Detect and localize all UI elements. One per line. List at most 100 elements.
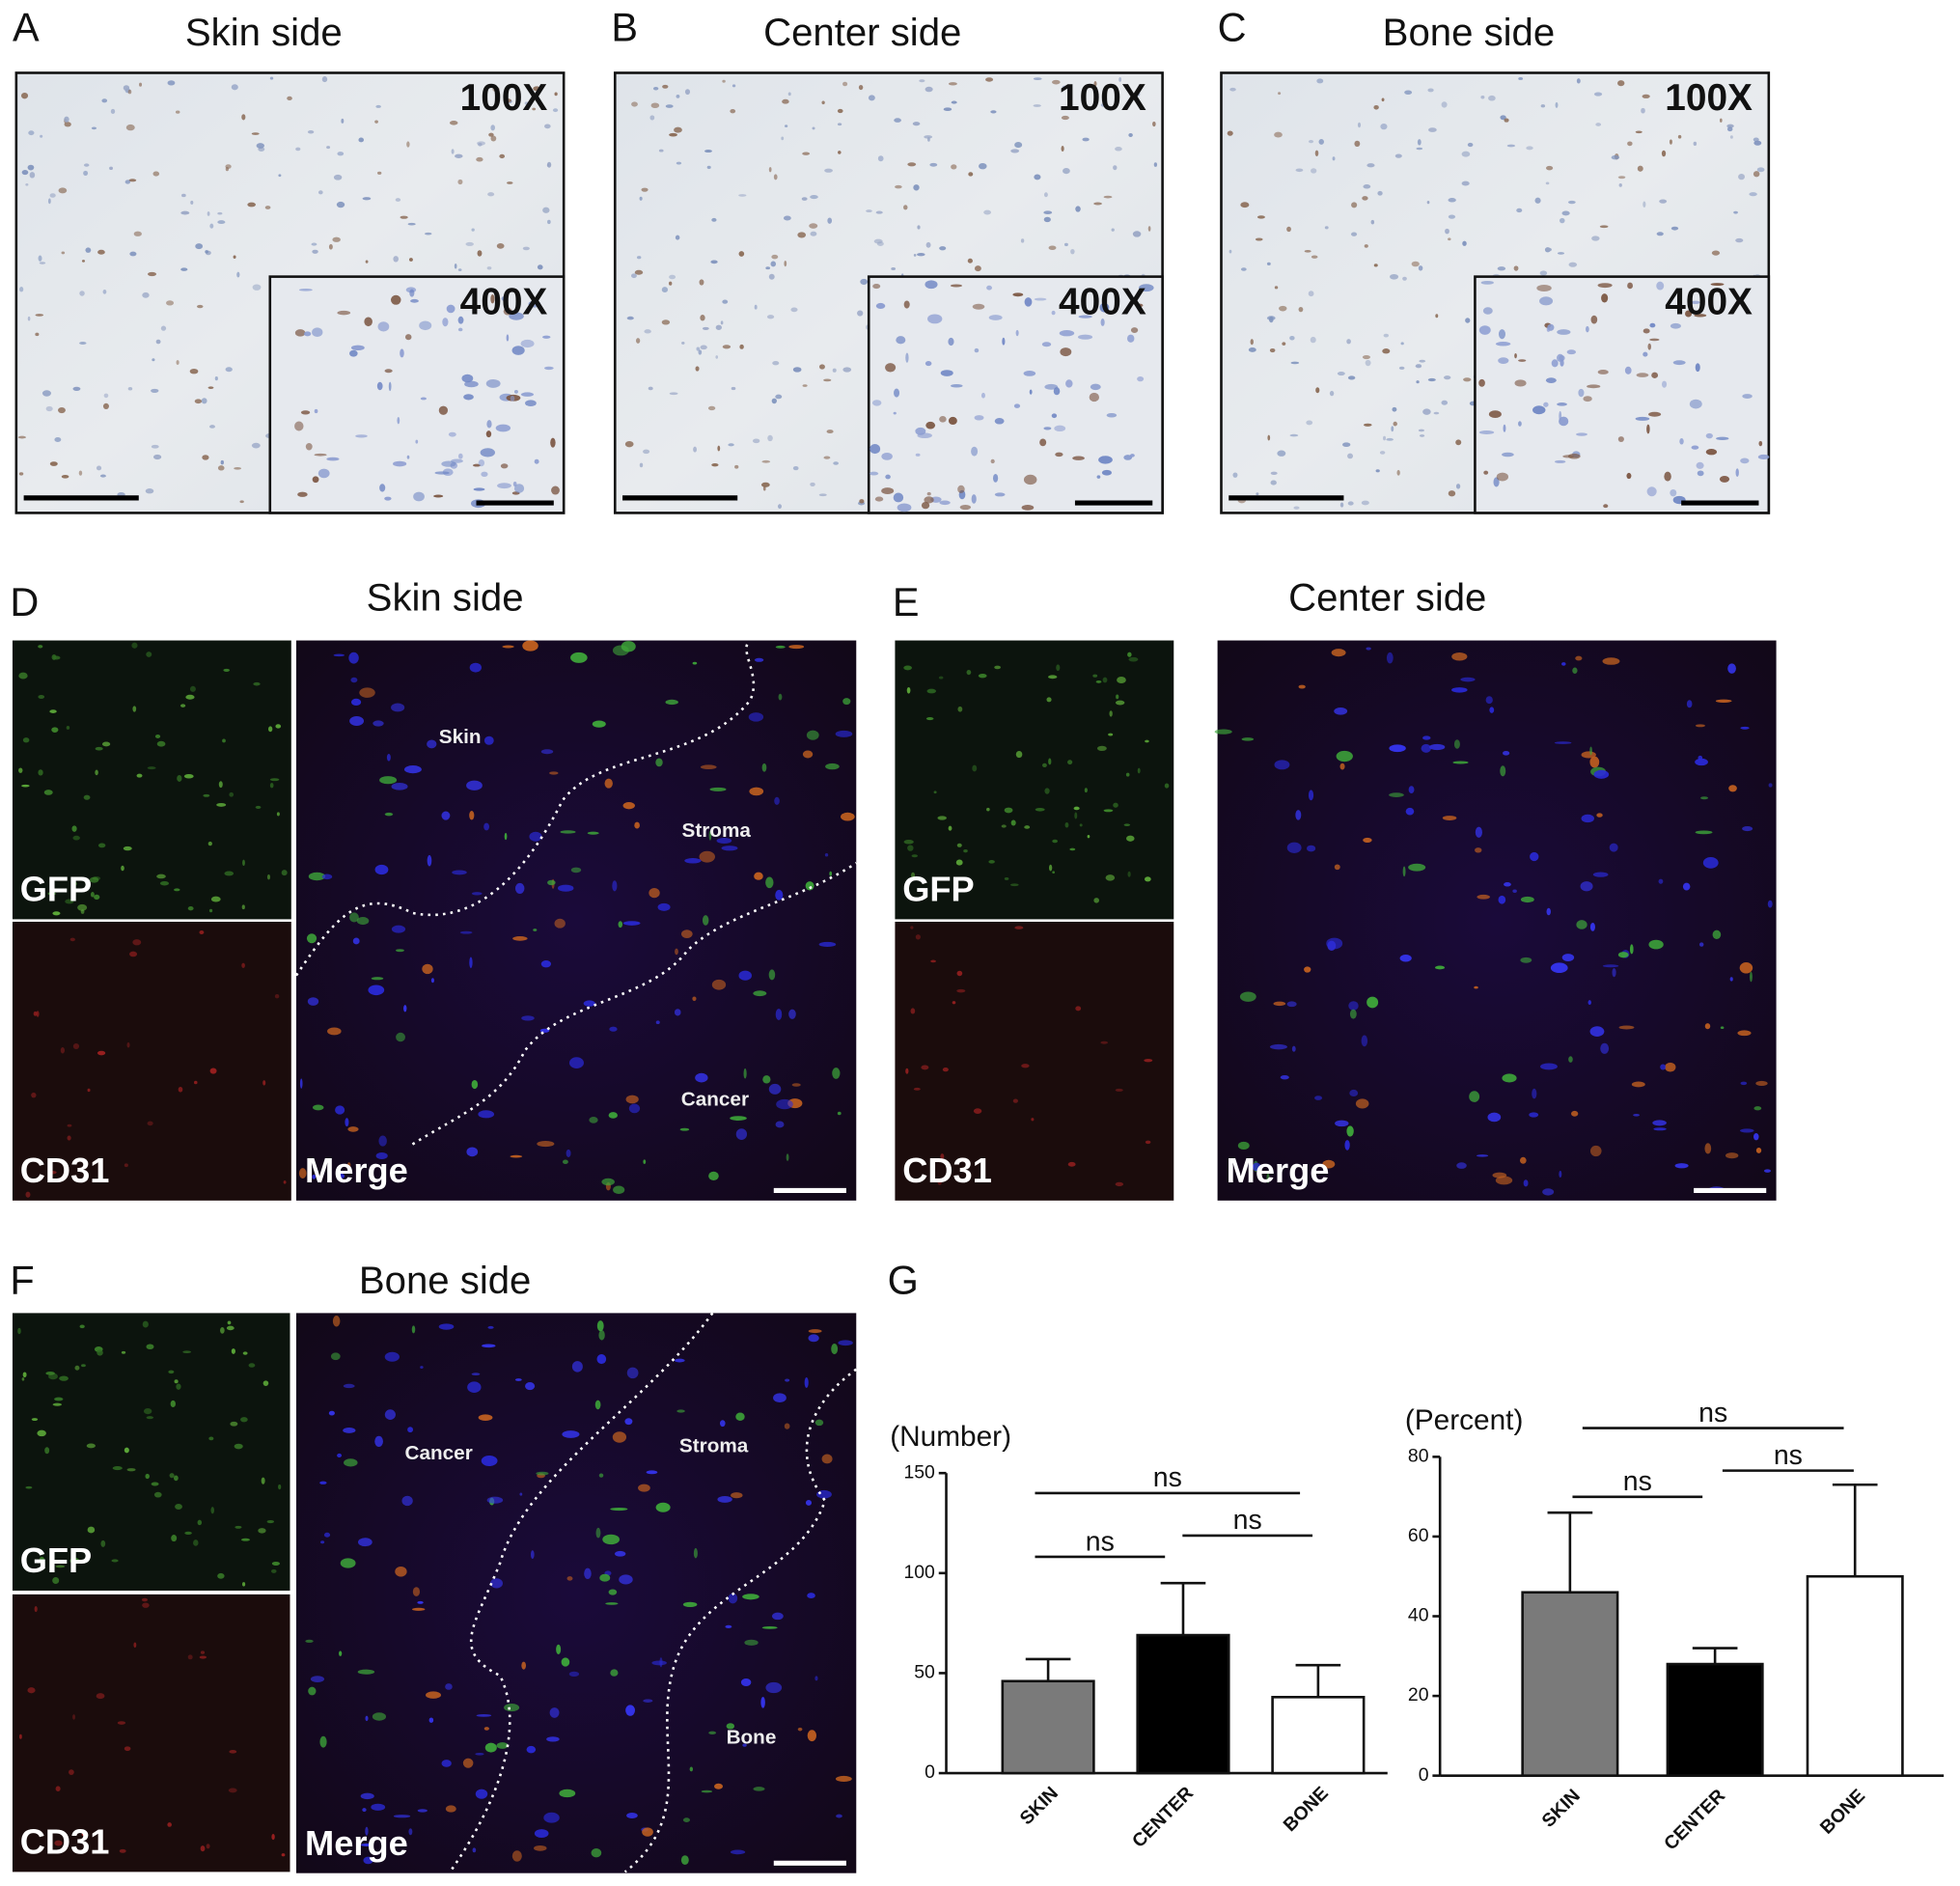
cell (940, 370, 953, 376)
cell (1067, 1161, 1076, 1167)
cell (905, 352, 909, 363)
cell (1658, 878, 1664, 884)
cell (65, 899, 74, 904)
cell (1048, 864, 1053, 872)
cell (319, 1481, 327, 1484)
cell (1451, 687, 1468, 693)
cell (1129, 454, 1135, 458)
cell (1575, 655, 1583, 661)
cell (146, 652, 152, 657)
cell (275, 724, 282, 729)
cell (1127, 652, 1132, 657)
cell (1536, 285, 1552, 292)
cell (1695, 724, 1705, 728)
cell (648, 386, 653, 391)
cell (1274, 131, 1283, 138)
cell (642, 1827, 653, 1837)
cell (842, 698, 851, 706)
cell (127, 89, 132, 95)
cell (1488, 95, 1496, 101)
cell (1415, 365, 1422, 368)
cell (1123, 823, 1131, 826)
cell (31, 1092, 37, 1098)
cell (343, 1428, 356, 1433)
cell (1641, 107, 1645, 114)
cell (933, 790, 937, 794)
cell (634, 269, 644, 275)
cell (1735, 468, 1739, 477)
cell (18, 767, 23, 773)
cell (1422, 735, 1431, 740)
cell (94, 894, 100, 901)
cell (420, 397, 428, 401)
cell (1696, 461, 1704, 469)
cell (1516, 208, 1523, 213)
cell (568, 1671, 580, 1677)
cell (1043, 216, 1051, 223)
cell (980, 392, 985, 399)
cell (371, 977, 384, 981)
cell (692, 996, 697, 1002)
cell (207, 841, 212, 846)
cell (895, 184, 902, 189)
cell (1033, 77, 1042, 80)
cell (1557, 252, 1565, 255)
cell (300, 410, 311, 415)
cell (1077, 334, 1093, 340)
cell (473, 487, 485, 491)
cell (438, 405, 449, 415)
cell (608, 1112, 618, 1119)
panel-title: Center side (1288, 576, 1486, 620)
cell (124, 1746, 131, 1752)
cell (612, 1431, 627, 1443)
cell (1102, 677, 1108, 683)
cell (1113, 802, 1118, 808)
cell (1587, 1000, 1591, 1006)
cell (1435, 314, 1439, 319)
cell (837, 123, 842, 126)
cell (1098, 456, 1113, 464)
cell (1599, 225, 1609, 229)
cell (266, 1519, 275, 1524)
cell (1366, 163, 1375, 168)
cell (542, 207, 550, 213)
cell (395, 198, 401, 202)
cell (1602, 964, 1619, 968)
cell (910, 926, 914, 929)
cd31-image (12, 921, 291, 1201)
cell (478, 1414, 493, 1421)
cell (1366, 996, 1379, 1009)
cell (47, 198, 51, 205)
cell (1135, 92, 1141, 97)
cell (1646, 486, 1657, 497)
cell (365, 260, 369, 263)
cell (1099, 302, 1110, 313)
cell (223, 668, 230, 673)
cell (267, 726, 273, 733)
cell (1418, 265, 1423, 271)
cell (1576, 920, 1587, 929)
cell (641, 187, 649, 192)
cell (921, 501, 930, 510)
cell (1543, 402, 1549, 407)
cell (624, 1418, 633, 1426)
cell (375, 104, 381, 108)
cell (364, 317, 373, 327)
cell (251, 132, 260, 135)
cell (332, 1316, 341, 1327)
cell (19, 287, 24, 292)
panel-title: Skin side (185, 11, 343, 54)
cell (124, 1447, 129, 1454)
cell (117, 1721, 126, 1725)
cell (885, 363, 897, 373)
cell (1557, 329, 1571, 335)
cell (356, 917, 370, 926)
cell (374, 120, 378, 124)
cell (711, 463, 719, 467)
cell (1084, 788, 1088, 793)
cell (312, 1104, 324, 1111)
cell (45, 405, 53, 412)
cell (543, 1812, 560, 1823)
cell (684, 858, 702, 864)
cell (1559, 355, 1565, 362)
